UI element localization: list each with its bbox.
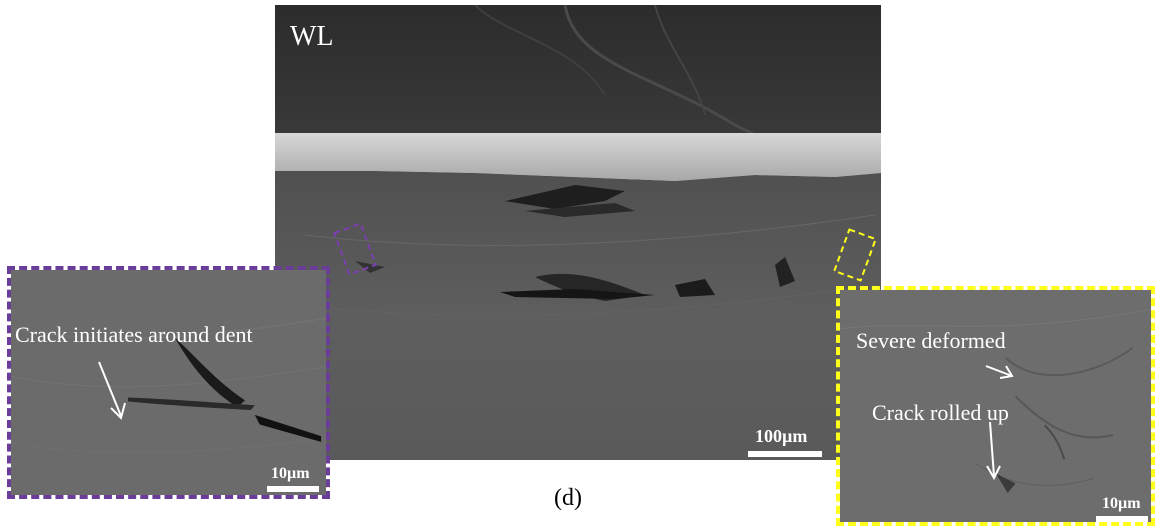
region-label: WL <box>290 21 334 52</box>
left-inset: Crack initiates around dent 10µm <box>7 266 330 499</box>
figure-caption: (d) <box>554 485 582 511</box>
left-inset-background <box>11 270 326 495</box>
sem-background <box>275 5 881 460</box>
main-sem-image: WL 100µm <box>275 5 881 460</box>
main-scale-label: 100µm <box>755 426 808 446</box>
right-inset-scale-label: 10µm <box>1102 495 1141 512</box>
left-inset-annotation: Crack initiates around dent <box>15 322 253 347</box>
right-inset-annotation-1: Severe deformed <box>856 328 1006 353</box>
right-inset-scale-bar <box>1096 516 1148 522</box>
right-inset: Severe deformed Crack rolled up 10µm <box>836 286 1155 526</box>
right-inset-background <box>840 290 1151 522</box>
left-inset-scale-bar <box>267 486 319 492</box>
left-region-marker <box>333 222 377 276</box>
left-inset-scale-label: 10µm <box>271 465 310 482</box>
main-scale-bar <box>748 451 822 457</box>
right-inset-annotation-2: Crack rolled up <box>872 400 1009 425</box>
